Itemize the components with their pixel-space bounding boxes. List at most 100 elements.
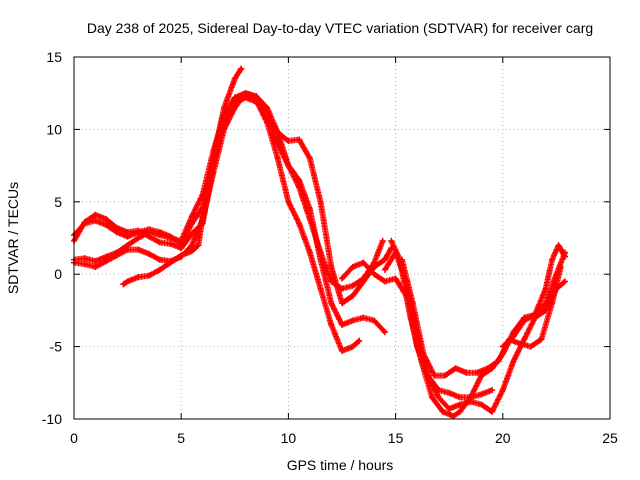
data-point	[431, 372, 438, 379]
data-point	[418, 358, 425, 365]
data-point	[199, 213, 206, 220]
data-point	[306, 206, 313, 213]
series-layer	[71, 65, 568, 420]
data-point	[441, 372, 448, 379]
data-point	[156, 266, 163, 273]
data-point	[542, 300, 549, 307]
data-point	[103, 221, 110, 228]
data-point	[146, 250, 153, 257]
data-point	[274, 155, 281, 162]
data-point	[549, 300, 556, 307]
data-point	[146, 272, 153, 279]
data-point	[156, 256, 163, 263]
data-point	[231, 97, 238, 104]
data-point	[456, 408, 463, 415]
data-point	[167, 259, 174, 266]
data-point	[478, 391, 485, 398]
data-point	[113, 252, 120, 259]
data-point	[167, 235, 174, 241]
data-point	[328, 263, 335, 270]
data-point	[360, 278, 367, 285]
data-point	[381, 266, 388, 273]
data-point	[135, 274, 142, 281]
data-point	[306, 155, 313, 162]
data-point	[285, 162, 292, 169]
data-point	[124, 229, 131, 236]
data-point	[113, 224, 120, 231]
data-point	[339, 321, 345, 328]
data-point	[388, 237, 395, 244]
data-point	[420, 350, 427, 357]
data-point	[409, 300, 416, 307]
data-point	[92, 258, 99, 265]
x-axis-label: GPS time / hours	[287, 457, 394, 473]
data-point	[379, 237, 386, 244]
data-point	[135, 246, 142, 253]
x-tick-label: 10	[281, 430, 297, 446]
data-point	[195, 242, 202, 249]
series-track-10	[499, 242, 568, 350]
data-point	[474, 369, 481, 376]
data-point	[446, 389, 453, 396]
data-point	[349, 282, 356, 289]
data-point	[178, 237, 185, 244]
data-point	[81, 261, 88, 268]
data-point	[210, 155, 217, 162]
x-tick-label: 15	[388, 430, 404, 446]
data-point	[349, 292, 356, 299]
data-point	[356, 337, 363, 344]
data-point	[456, 401, 463, 408]
data-point	[399, 256, 406, 263]
x-tick-label: 5	[177, 430, 185, 446]
data-point	[499, 387, 506, 394]
data-point	[92, 263, 99, 270]
data-point	[92, 211, 99, 218]
data-point	[435, 394, 442, 401]
data-point	[178, 252, 185, 259]
axis-ticks: 0 5 10 15 20 25 -10 -5 0 5 10 15	[42, 49, 618, 446]
y-tick-label: 10	[46, 121, 62, 137]
data-point	[124, 278, 131, 285]
data-point	[381, 256, 388, 263]
data-point	[450, 413, 457, 420]
data-point	[231, 104, 238, 111]
y-tick-label: -5	[50, 339, 63, 355]
x-tick-label: 0	[70, 430, 78, 446]
data-point	[135, 227, 142, 234]
data-point	[81, 219, 88, 226]
data-point	[439, 408, 446, 415]
data-point	[467, 394, 474, 401]
data-point	[489, 387, 496, 394]
data-point	[360, 259, 367, 266]
series-track-5	[120, 65, 245, 288]
data-point	[499, 343, 506, 350]
data-point	[392, 275, 399, 282]
data-point	[285, 137, 292, 144]
data-point	[561, 253, 568, 260]
data-point	[521, 317, 528, 324]
data-point	[371, 263, 378, 270]
data-point	[146, 229, 153, 236]
data-point	[231, 75, 238, 82]
data-point	[371, 271, 378, 278]
data-point	[339, 300, 345, 307]
data-point	[81, 255, 88, 262]
data-point	[188, 242, 195, 249]
data-point	[221, 104, 228, 111]
data-point	[296, 177, 303, 184]
data-point	[478, 401, 485, 408]
data-point	[242, 90, 249, 97]
data-point	[349, 263, 356, 270]
data-point	[328, 321, 335, 328]
data-point	[521, 336, 528, 343]
data-point	[561, 278, 568, 285]
data-point	[452, 365, 459, 372]
data-point	[156, 239, 163, 246]
data-point	[489, 408, 496, 415]
x-tick-label: 25	[602, 430, 618, 446]
data-point	[178, 245, 185, 252]
data-point	[328, 300, 335, 307]
data-point	[103, 216, 110, 223]
